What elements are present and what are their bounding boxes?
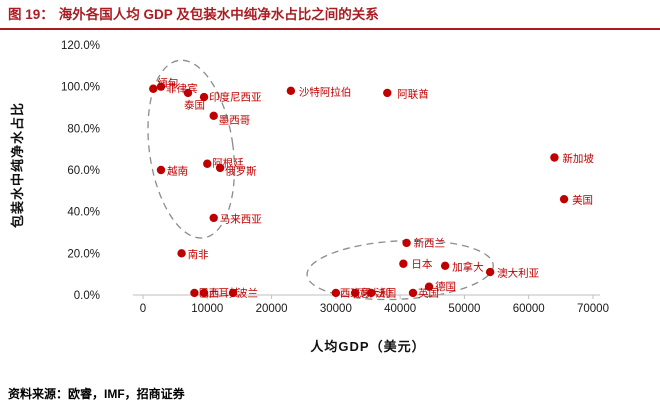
point-label: 新西兰 [414,236,446,249]
point-label: 阿联酋 [397,87,429,100]
data-point [156,82,166,91]
figure-title: 海外各国人均 GDP 及包装水中纯净水占比之间的关系 [58,7,379,22]
annotation-ellipse [147,59,236,239]
point-label: 英国 [418,286,439,299]
annotation-ellipse [306,239,494,301]
x-tick-label: 10000 [191,303,223,315]
point-label: 南非 [188,248,209,261]
data-point [559,194,569,204]
point-label: 波兰 [237,286,258,299]
point-label: 澳大利亚 [497,267,539,280]
data-point [440,261,450,271]
data-point [190,288,199,298]
data-point [424,282,434,291]
point-label: 加拿大 [452,260,484,273]
data-point [331,288,341,298]
x-tick-label: 70000 [577,303,609,315]
data-point [209,111,218,121]
data-point [408,288,418,298]
x-tick-label: 30000 [320,303,352,315]
data-point [199,288,209,298]
y-tick-label: 20.0% [67,248,100,260]
point-label: 马来西亚 [220,213,262,225]
point-label: 沙特阿拉伯 [299,85,352,98]
y-tick-label: 40.0% [67,207,100,219]
data-point [286,86,296,96]
point-label: 菲律宾 [166,82,198,95]
x-tick-label: 50000 [448,303,480,315]
data-point [228,288,238,298]
point-label: 德国 [435,280,456,293]
chart-generated: 0 10000 20000 30000 40000 50000 60000 70000 0.0%… [61,40,609,315]
data-point [550,153,559,162]
figure-header: 图 19： 海外各国人均 GDP 及包装水中纯净水占比之间的关系 [0,0,660,30]
point-label: 法国 [375,286,396,299]
data-point [177,249,186,258]
y-tick-label: 100.0% [61,82,100,94]
point-label: 俄罗斯 [225,164,257,177]
data-point [383,88,392,98]
point-label: 印度尼西亚 [209,91,262,104]
x-axis-title: 人均GDP（美元） [310,339,425,354]
y-axis-title: 包装水中纯净水占比 [10,102,25,228]
x-tick-label: 0 [140,303,146,315]
scatter-chart: 0 10000 20000 30000 40000 50000 60000 70000 0.0%… [10,40,609,354]
y-tick-label: 0.0% [74,290,100,302]
point-label: 日本 [411,257,432,270]
data-point [485,267,495,277]
x-tick-label: 40000 [384,303,416,315]
point-label: 新加坡 [562,152,594,165]
data-point [367,288,376,298]
data-point [350,288,360,298]
point-label: 泰国 [184,98,205,111]
data-point [215,163,225,173]
point-label: 美国 [572,194,593,207]
y-tick-label: 80.0% [67,123,100,135]
data-point [209,213,218,223]
y-tick-label: 60.0% [67,165,100,177]
y-tick-label: 120.0% [61,40,100,52]
point-label: 越南 [167,165,188,178]
source-note: 资料来源：欧睿，IMF，招商证券 [8,387,185,401]
figure-label: 图 19： [8,7,54,22]
data-point [199,92,209,102]
data-point [402,238,411,248]
data-point [149,84,158,93]
data-point [399,259,408,268]
data-point [156,165,166,175]
data-point [183,88,193,98]
data-point [203,159,212,168]
x-tick-label: 20000 [256,303,288,315]
x-tick-label: 60000 [513,303,545,315]
point-label: 墨西哥 [219,114,251,126]
